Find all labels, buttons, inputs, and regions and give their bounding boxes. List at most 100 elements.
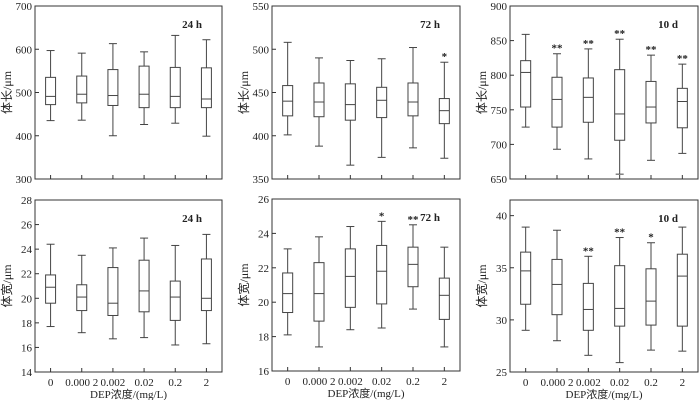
significance-marker: ** xyxy=(552,43,564,55)
y-tick-label: 35 xyxy=(496,263,508,275)
panel-label: 72 h xyxy=(420,212,440,224)
box-5 xyxy=(407,47,419,149)
box-2 xyxy=(313,236,325,348)
y-tick-label: 22 xyxy=(258,263,269,275)
plot-frame xyxy=(34,5,223,180)
iqr-box xyxy=(582,282,594,331)
iqr-box xyxy=(138,65,150,109)
y-tick-label: 700 xyxy=(491,139,508,151)
y-tick-label: 26 xyxy=(258,194,270,206)
iqr-box xyxy=(676,253,688,327)
box-5: ** xyxy=(407,214,420,310)
plot-frame xyxy=(34,199,223,373)
chart-panel-5: 16 18 20 22 24 26 体宽/μm 72 h 0 0.000 2 0.002 0.02 * 0… xyxy=(236,194,461,400)
box-5: ** xyxy=(645,44,658,161)
box-3: ** xyxy=(582,245,595,356)
box-1 xyxy=(282,248,294,336)
x-tick-label: 0 xyxy=(285,376,291,388)
y-tick-label: 600 xyxy=(16,44,33,56)
plot-frame xyxy=(271,198,461,372)
significance-marker: ** xyxy=(614,28,626,40)
iqr-box xyxy=(282,272,294,314)
iqr-box xyxy=(551,76,563,128)
y-axis-label: 体长/μm xyxy=(475,70,489,114)
y-tick-label: 40 xyxy=(496,211,508,223)
iqr-box xyxy=(138,259,150,313)
iqr-box xyxy=(614,265,626,327)
y-tick-label: 30 xyxy=(496,315,508,327)
plot-frame xyxy=(271,5,461,180)
y-tick-label: 550 xyxy=(253,1,270,13)
iqr-box xyxy=(169,280,181,321)
box-1 xyxy=(282,41,294,136)
significance-marker: ** xyxy=(646,44,658,56)
iqr-box xyxy=(407,246,419,288)
x-tick-label: 0.2 xyxy=(644,377,658,389)
x-tick-label: 0.002 xyxy=(576,377,601,389)
y-axis-label: 体宽/μm xyxy=(236,263,251,307)
significance-marker: ** xyxy=(677,53,689,65)
box-1 xyxy=(45,50,57,122)
significance-marker: * xyxy=(648,232,654,244)
box-5: * xyxy=(645,232,657,351)
significance-marker: ** xyxy=(408,214,420,226)
box-5 xyxy=(169,34,181,124)
y-tick-label: 22 xyxy=(21,269,32,281)
y-tick-label: 400 xyxy=(16,131,33,143)
y-tick-label: 900 xyxy=(491,1,508,13)
iqr-box xyxy=(200,67,212,109)
y-tick-label: 350 xyxy=(253,174,270,186)
chart-panel-3: 650 700 750 800 850 900 体长/μm 10 d ** ** ** ** ** xyxy=(475,1,699,186)
significance-marker: * xyxy=(379,210,385,222)
iqr-box xyxy=(107,69,119,106)
x-tick-label: 0.02 xyxy=(134,377,153,389)
iqr-box xyxy=(107,267,119,316)
y-tick-label: 750 xyxy=(491,105,508,117)
y-tick-label: 800 xyxy=(491,70,508,82)
iqr-box xyxy=(169,66,181,109)
y-tick-label: 18 xyxy=(21,318,33,330)
significance-marker: ** xyxy=(583,38,595,50)
x-tick-label: 0.000 2 xyxy=(541,377,574,389)
iqr-box xyxy=(45,274,57,304)
y-axis-label: 体长/μm xyxy=(0,70,14,114)
x-axis-label: DEP浓度/(mg/L) xyxy=(328,386,405,400)
box-2: ** xyxy=(551,43,564,150)
x-tick-label: 0.000 2 xyxy=(303,376,336,388)
y-tick-label: 500 xyxy=(16,88,33,100)
panel-label: 24 h xyxy=(182,213,202,225)
box-1 xyxy=(520,33,532,128)
iqr-box xyxy=(45,76,57,106)
panel-label: 24 h xyxy=(182,19,202,31)
iqr-box xyxy=(676,87,688,129)
iqr-box xyxy=(313,262,325,322)
box-3 xyxy=(107,43,119,137)
x-tick-label: 0 xyxy=(523,377,529,389)
iqr-box xyxy=(313,82,325,118)
significance-marker: * xyxy=(442,51,448,63)
x-tick-label: 0.002 xyxy=(101,377,126,389)
iqr-box xyxy=(520,60,532,108)
x-axis-label: DEP浓度/(mg/L) xyxy=(566,387,643,400)
y-tick-label: 850 xyxy=(491,36,508,48)
box-2 xyxy=(313,57,325,147)
iqr-box xyxy=(614,69,626,141)
iqr-box xyxy=(551,258,563,316)
iqr-box xyxy=(344,83,356,121)
box-3 xyxy=(107,247,119,340)
y-tick-label: 20 xyxy=(258,297,270,309)
x-tick-label: 2 xyxy=(442,376,448,388)
box-4 xyxy=(376,58,388,158)
x-tick-label: 2 xyxy=(204,377,210,389)
x-axis-label: DEP浓度/(mg/L) xyxy=(90,387,167,400)
iqr-box xyxy=(520,251,532,305)
box-6 xyxy=(200,233,212,345)
significance-marker: ** xyxy=(614,227,626,239)
box-4 xyxy=(138,237,150,339)
iqr-box xyxy=(376,86,388,119)
box-6 xyxy=(676,226,688,352)
box-6 xyxy=(200,39,212,137)
box-6: * xyxy=(438,51,450,159)
y-tick-label: 650 xyxy=(491,174,508,186)
significance-marker: ** xyxy=(583,245,595,257)
